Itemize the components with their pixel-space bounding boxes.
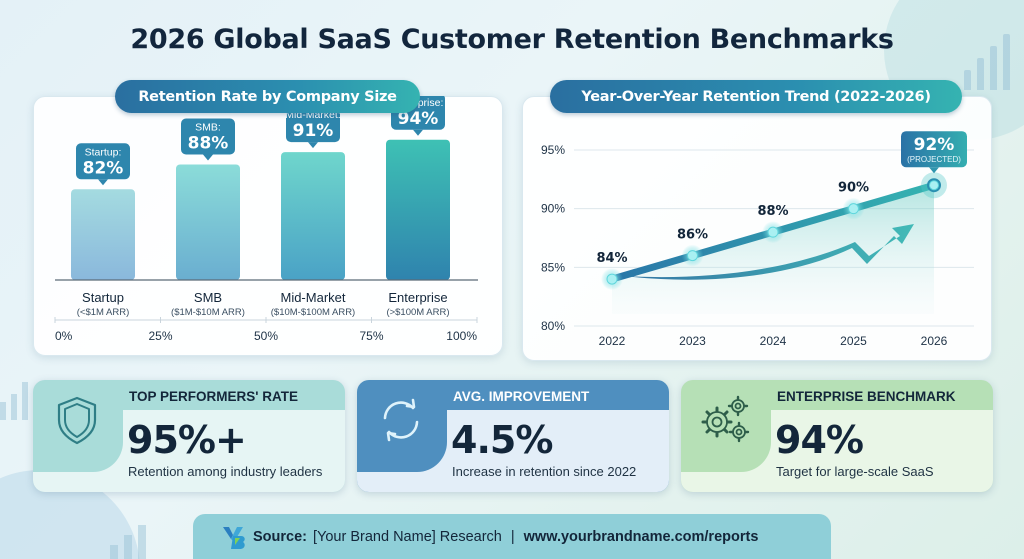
bar-callout	[76, 143, 130, 180]
bar-callout-pointer	[413, 129, 423, 136]
bar-callout-title: SMB:	[195, 122, 221, 134]
bar-chart: Startup:82% Startup (<$1M ARR) SMB:88% SMB ($…	[54, 96, 478, 343]
data-point	[687, 250, 698, 262]
axis-tick-label: 100%	[446, 329, 477, 343]
source-text: [Your Brand Name] Research	[313, 528, 502, 545]
projected-callout	[901, 131, 967, 168]
axis-tick-label: 50%	[254, 329, 278, 343]
bar-enterprise	[386, 139, 450, 280]
projected-note: (PROJECTED)	[907, 155, 961, 164]
stat-card-avg-improvement: AVG. IMPROVEMENT 4.5% Increase in retent…	[357, 380, 669, 492]
shield-icon	[57, 396, 97, 445]
data-point-label: 88%	[757, 204, 788, 219]
bar-callout-pointer	[98, 179, 108, 186]
category-sublabel: (<$1M ARR)	[77, 307, 130, 318]
trend-arrow-graphic	[624, 224, 914, 280]
card-title: AVG. IMPROVEMENT	[453, 389, 590, 404]
y-tick-label: 90%	[541, 202, 565, 216]
footer-separator: |	[510, 528, 515, 545]
bar-callout	[286, 106, 340, 143]
x-tick-label: 2025	[840, 334, 867, 348]
y-tick-label: 85%	[541, 260, 565, 274]
data-point	[767, 226, 779, 238]
bar-chart-title: Retention Rate by Company Size	[115, 80, 420, 113]
data-point-label: 90%	[838, 181, 869, 196]
source-footer: Source: [Your Brand Name] Research | www…	[193, 514, 831, 559]
card-subtitle: Target for large-scale SaaS	[776, 464, 934, 479]
data-point	[929, 180, 939, 191]
axis-tick-label: 0%	[55, 329, 73, 343]
bar-value-label: 94%	[398, 109, 439, 129]
data-point-label: 86%	[677, 228, 708, 243]
data-point-label: 84%	[596, 251, 627, 266]
projected-value-label: 92%	[914, 135, 955, 155]
bar-smb	[176, 164, 240, 280]
category-sublabel: (>$100M ARR)	[386, 307, 449, 318]
bar-callout-title: Startup:	[85, 146, 122, 158]
axis-tick-label: 25%	[148, 329, 172, 343]
gears-icon	[701, 395, 750, 443]
x-tick-label: 2022	[599, 334, 626, 348]
bar-callout-pointer	[203, 154, 213, 161]
background-bar-graphic	[110, 520, 146, 559]
category-sublabel: ($10M-$100M ARR)	[271, 307, 355, 318]
category-label: SMB	[194, 290, 222, 305]
data-point	[606, 273, 618, 285]
brand-logo-icon	[223, 526, 245, 549]
category-sublabel: ($1M-$10M ARR)	[171, 307, 245, 318]
bar-value-label: 88%	[188, 134, 229, 154]
bar-value-label: 91%	[293, 121, 334, 141]
line-chart: 80% 85% 90% 95% 2022 2023 2024 2025 2026 84% 86% 88…	[541, 131, 974, 348]
card-value: 94%	[775, 418, 864, 462]
category-label: Enterprise	[388, 290, 447, 305]
card-value: 4.5%	[451, 418, 553, 462]
card-value: 95%+	[127, 418, 247, 462]
background-bar-graphic	[0, 380, 28, 420]
category-label: Mid-Market	[280, 290, 345, 305]
x-tick-label: 2023	[679, 334, 706, 348]
projected-callout-pointer	[929, 167, 939, 174]
bar-value-label: 82%	[83, 158, 124, 178]
source-label: Source:	[253, 528, 307, 545]
refresh-icon	[383, 398, 419, 442]
page-title: 2026 Global SaaS Customer Retention Benc…	[130, 24, 894, 55]
stat-card-top-performers: TOP PERFORMERS' RATE 95%+ Retention amon…	[33, 380, 345, 492]
bar-startup	[71, 189, 135, 280]
card-title: TOP PERFORMERS' RATE	[129, 389, 298, 404]
bar-callout	[181, 118, 235, 155]
source-url-link[interactable]: www.yourbrandname.com/reports	[523, 528, 759, 545]
y-tick-label: 95%	[541, 143, 565, 157]
bar-midmarket	[281, 152, 345, 280]
card-subtitle: Retention among industry leaders	[128, 464, 323, 479]
axis-tick-label: 75%	[359, 329, 383, 343]
bar-callout-pointer	[308, 142, 318, 149]
y-tick-label: 80%	[541, 319, 565, 333]
line-chart-title: Year-Over-Year Retention Trend (2022-202…	[550, 80, 962, 113]
x-tick-label: 2024	[760, 334, 787, 348]
x-tick-label: 2026	[921, 334, 948, 348]
data-point	[848, 203, 859, 215]
card-body	[357, 410, 669, 492]
card-subtitle: Increase in retention since 2022	[452, 464, 637, 479]
category-label: Startup	[82, 290, 124, 305]
card-body	[681, 410, 993, 492]
card-body	[33, 410, 345, 492]
stat-card-enterprise-benchmark: ENTERPRISE BENCHMARK 94% Target for larg…	[681, 380, 993, 492]
card-title: ENTERPRISE BENCHMARK	[777, 389, 956, 404]
